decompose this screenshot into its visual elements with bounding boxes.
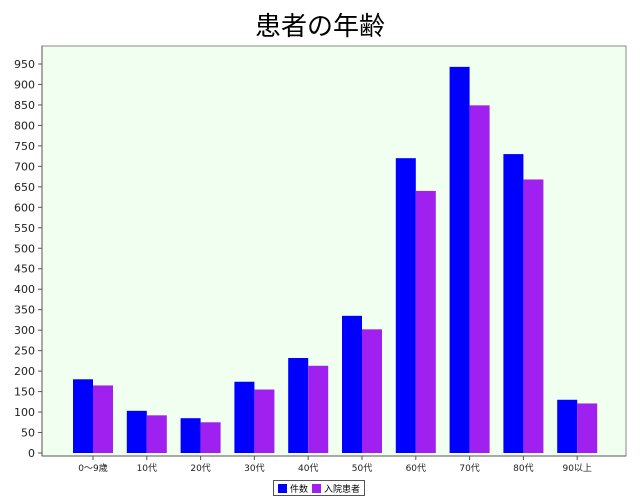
y-axis: 0 50 100 150 200 250 300 350 400 450 500 550 600 650 7… <box>14 46 43 460</box>
x-tick-label: 70代 <box>459 463 479 474</box>
x-tick-label: 40代 <box>298 463 318 474</box>
bar-series-1 <box>503 154 524 453</box>
y-tick-label: 500 <box>14 242 35 255</box>
bar-series-2 <box>308 365 329 453</box>
y-tick-label: 250 <box>14 345 35 358</box>
y-tick-label: 350 <box>14 304 35 317</box>
x-tick-label: 30代 <box>244 463 264 474</box>
chart-title: 患者の年齢 <box>254 12 385 42</box>
legend: 件数 入院患者 <box>273 480 366 496</box>
y-tick-label: 550 <box>14 222 35 235</box>
bar-series-2 <box>254 389 275 453</box>
y-tick-label: 650 <box>14 181 35 194</box>
bar-series-1 <box>126 410 147 453</box>
y-tick-label: 700 <box>14 160 35 173</box>
x-tick-label: 90以上 <box>562 463 591 474</box>
y-tick-label: 50 <box>21 427 35 440</box>
y-tick-label: 600 <box>14 201 35 214</box>
y-tick-label: 150 <box>14 386 35 399</box>
bar-series-1 <box>557 399 578 453</box>
x-tick-label: 10代 <box>137 463 157 474</box>
bar-series-2 <box>469 105 490 453</box>
y-tick-label: 450 <box>14 263 35 276</box>
y-tick-label: 200 <box>14 365 35 378</box>
x-tick-label: 50代 <box>352 463 372 474</box>
x-axis: 0〜9歳 10代 20代 30代 40代 50代 60代 70代 80代 90以上 <box>42 455 626 474</box>
y-tick-label: 750 <box>14 140 35 153</box>
bar-series-1 <box>449 66 470 453</box>
y-tick-label: 400 <box>14 283 35 296</box>
x-tick-label: 0〜9歳 <box>78 462 107 474</box>
x-tick-label: 60代 <box>406 463 426 474</box>
bars <box>73 66 598 454</box>
bar-series-1 <box>234 381 255 453</box>
legend-swatch-series-1 <box>278 483 287 493</box>
bar-series-2 <box>415 190 436 454</box>
bar-series-1 <box>288 358 309 453</box>
y-tick-label: 950 <box>14 58 35 71</box>
y-tick-label: 100 <box>14 406 35 419</box>
bar-series-2 <box>577 403 598 453</box>
y-tick-label: 850 <box>14 99 35 112</box>
bar-series-2 <box>523 179 544 454</box>
bar-series-2 <box>93 385 113 453</box>
bar-series-2 <box>146 415 167 453</box>
bar-series-1 <box>180 418 201 453</box>
legend-label-series-1: 件数 <box>290 484 309 495</box>
x-tick-label: 20代 <box>190 463 210 474</box>
legend-label-series-2: 入院患者 <box>324 484 361 495</box>
x-tick-label: 80代 <box>513 463 533 474</box>
bar-series-1 <box>395 158 416 453</box>
bar-series-1 <box>342 315 362 453</box>
legend-swatch-series-2 <box>312 483 322 493</box>
y-tick-label: 0 <box>28 447 35 460</box>
bar-series-2 <box>362 329 382 453</box>
y-tick-label: 300 <box>14 324 35 337</box>
bar-series-1 <box>73 379 93 453</box>
y-tick-label: 900 <box>14 78 35 91</box>
bar-series-2 <box>200 422 221 453</box>
legend-item-series-2: 入院患者 <box>312 482 360 495</box>
y-tick-label: 800 <box>14 119 35 132</box>
legend-item-series-1: 件数 <box>278 482 308 495</box>
